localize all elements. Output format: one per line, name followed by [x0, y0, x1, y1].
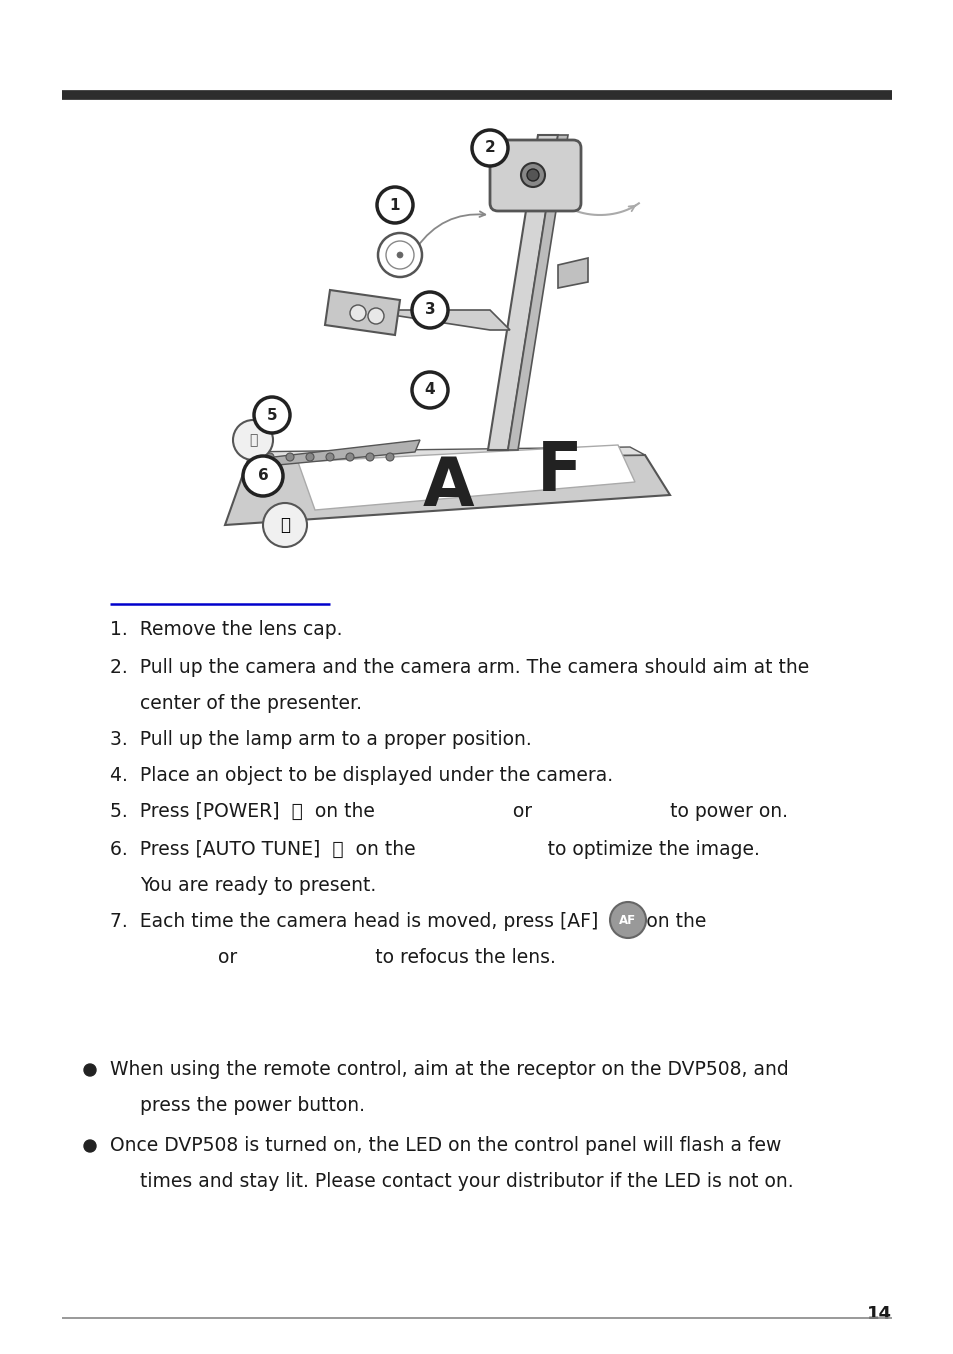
Circle shape — [263, 502, 307, 547]
Polygon shape — [507, 135, 567, 450]
Text: 3: 3 — [424, 302, 435, 317]
Polygon shape — [237, 447, 644, 460]
Text: center of the presenter.: center of the presenter. — [140, 695, 361, 714]
Circle shape — [412, 292, 448, 328]
Circle shape — [346, 454, 354, 460]
Circle shape — [386, 454, 394, 460]
Text: 4.  Place an object to be displayed under the camera.: 4. Place an object to be displayed under… — [110, 766, 613, 785]
Circle shape — [243, 456, 283, 496]
Circle shape — [368, 307, 384, 324]
Text: times and stay lit. Please contact your distributor if the LED is not on.: times and stay lit. Please contact your … — [140, 1173, 793, 1192]
Text: 1.  Remove the lens cap.: 1. Remove the lens cap. — [110, 620, 342, 639]
Circle shape — [306, 454, 314, 460]
Circle shape — [84, 1140, 96, 1152]
Circle shape — [376, 187, 413, 223]
Text: or                       to refocus the lens.: or to refocus the lens. — [140, 948, 556, 967]
Text: AF: AF — [618, 914, 636, 926]
Text: 7.  Each time the camera head is moved, press [AF]        on the: 7. Each time the camera head is moved, p… — [110, 913, 705, 932]
Text: 4: 4 — [424, 382, 435, 398]
Circle shape — [366, 454, 374, 460]
Text: Once DVP508 is turned on, the LED on the control panel will flash a few: Once DVP508 is turned on, the LED on the… — [110, 1136, 781, 1155]
Text: 3.  Pull up the lamp arm to a proper position.: 3. Pull up the lamp arm to a proper posi… — [110, 730, 531, 749]
Circle shape — [266, 454, 274, 460]
Circle shape — [350, 305, 366, 321]
Text: 6.  Press [AUTO TUNE]  🚗  on the                      to optimize the image.: 6. Press [AUTO TUNE] 🚗 on the to optimiz… — [110, 839, 760, 858]
Circle shape — [377, 233, 421, 278]
Circle shape — [84, 1064, 96, 1076]
Text: 6: 6 — [257, 468, 268, 483]
Text: 5.  Press [POWER]  ⏻  on the                       or                       to p: 5. Press [POWER] ⏻ on the or to p — [110, 802, 787, 821]
Circle shape — [412, 372, 448, 408]
Polygon shape — [225, 455, 669, 525]
Text: 14: 14 — [866, 1305, 891, 1323]
Circle shape — [472, 130, 507, 167]
Circle shape — [233, 420, 273, 460]
Circle shape — [396, 252, 402, 259]
Polygon shape — [246, 440, 419, 468]
Text: 🚗: 🚗 — [280, 516, 290, 533]
Polygon shape — [297, 445, 635, 510]
Text: 5: 5 — [267, 408, 277, 422]
Circle shape — [326, 454, 334, 460]
Text: F: F — [537, 439, 582, 505]
Text: 1: 1 — [390, 198, 400, 213]
Text: 2.  Pull up the camera and the camera arm. The camera should aim at the: 2. Pull up the camera and the camera arm… — [110, 658, 808, 677]
FancyBboxPatch shape — [490, 139, 580, 211]
Polygon shape — [359, 310, 510, 330]
Circle shape — [526, 169, 538, 181]
Text: A: A — [422, 454, 474, 520]
Text: press the power button.: press the power button. — [140, 1095, 365, 1114]
Circle shape — [520, 162, 544, 187]
Polygon shape — [558, 259, 587, 288]
Circle shape — [386, 241, 414, 269]
Text: You are ready to present.: You are ready to present. — [140, 876, 375, 895]
Circle shape — [286, 454, 294, 460]
Circle shape — [609, 902, 645, 938]
Text: ⏻: ⏻ — [249, 433, 257, 447]
Text: When using the remote control, aim at the receptor on the DVP508, and: When using the remote control, aim at th… — [110, 1060, 788, 1079]
Circle shape — [253, 397, 290, 433]
Polygon shape — [488, 135, 558, 450]
Text: 2: 2 — [484, 141, 495, 156]
Polygon shape — [325, 290, 399, 334]
